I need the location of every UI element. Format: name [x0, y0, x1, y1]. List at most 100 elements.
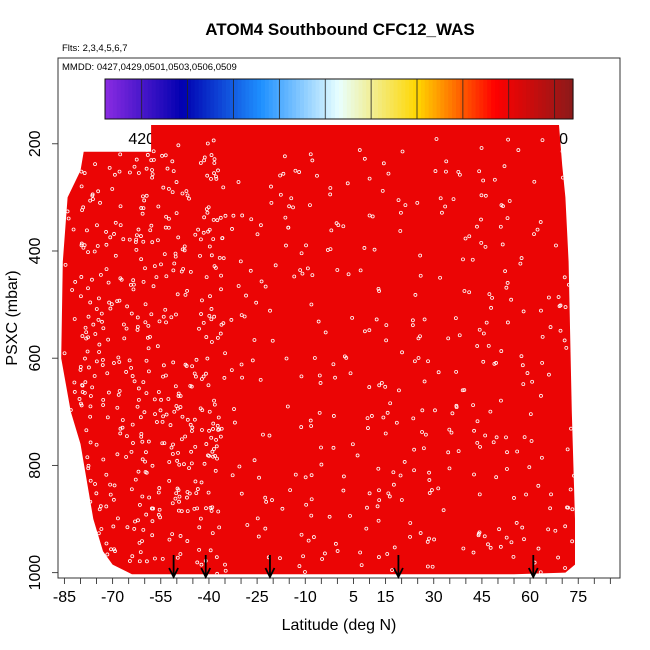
sample-point	[315, 173, 319, 178]
sample-point	[134, 233, 139, 238]
sample-point	[101, 403, 105, 407]
sample-point	[490, 295, 494, 300]
sample-point	[195, 487, 200, 491]
sample-point	[520, 363, 525, 368]
sample-point	[231, 213, 236, 218]
sample-point	[504, 285, 509, 290]
sample-point	[423, 432, 428, 437]
sample-point	[210, 531, 215, 536]
sample-point	[215, 423, 220, 428]
sample-point	[540, 360, 545, 365]
sample-point	[309, 497, 314, 502]
sample-point	[112, 361, 116, 365]
colorbar-swatch	[183, 79, 188, 119]
sample-point	[143, 320, 148, 325]
sample-point	[90, 277, 94, 282]
sample-point	[462, 289, 467, 293]
colorbar-swatch	[456, 79, 461, 119]
colorbar-swatch	[448, 79, 453, 119]
sample-point	[88, 478, 93, 483]
sample-point	[269, 200, 274, 205]
colorbar-swatch	[296, 79, 301, 119]
sample-point	[139, 257, 144, 262]
colorbar-swatch	[280, 79, 285, 119]
sample-point	[297, 170, 302, 174]
sample-point	[141, 239, 146, 244]
sample-point	[433, 408, 437, 413]
sample-point	[162, 252, 167, 257]
sample-point	[491, 440, 496, 445]
sample-point	[504, 435, 508, 440]
field-background	[61, 125, 575, 575]
sample-point	[519, 354, 524, 359]
sample-point	[150, 519, 155, 524]
sample-point	[300, 271, 305, 276]
sample-point	[83, 380, 88, 385]
sample-point	[160, 556, 165, 561]
sample-point	[505, 281, 510, 285]
sample-point	[348, 371, 353, 376]
sample-point	[284, 243, 288, 248]
sample-point	[457, 333, 462, 338]
sample-point	[84, 428, 89, 433]
colorbar-swatch	[510, 79, 516, 119]
sample-point	[327, 514, 332, 519]
sample-point	[177, 462, 182, 467]
sample-point	[209, 176, 213, 181]
sample-point	[323, 330, 328, 335]
sample-point	[88, 394, 93, 398]
sample-point	[217, 525, 222, 530]
sample-point	[136, 386, 141, 391]
sample-point	[539, 308, 543, 313]
sample-point	[144, 512, 149, 517]
sample-point	[399, 498, 404, 502]
sample-point	[72, 317, 77, 321]
sample-point	[175, 292, 180, 297]
sample-point	[77, 397, 82, 401]
sample-point	[73, 280, 78, 284]
sample-point	[268, 308, 272, 313]
x-tick-label: 60	[521, 589, 539, 606]
sample-point	[214, 437, 218, 442]
sample-point	[305, 266, 310, 271]
colorbar-swatch	[261, 79, 266, 119]
sample-point	[502, 164, 507, 169]
colorbar-swatch	[253, 79, 258, 119]
sample-point	[108, 492, 113, 497]
colorbar-swatch	[514, 79, 519, 119]
sample-point	[108, 482, 113, 487]
sample-point	[418, 253, 423, 258]
sample-point	[283, 215, 288, 220]
flight-arrow	[393, 555, 404, 580]
sample-point	[164, 412, 169, 417]
sample-point	[392, 545, 397, 550]
colorbar-swatch	[381, 79, 387, 119]
colorbar-swatch	[537, 79, 543, 119]
sample-point	[192, 506, 197, 511]
sample-point	[284, 356, 289, 361]
sample-point	[364, 526, 369, 531]
sample-point	[223, 568, 228, 573]
y-tick-label: 1000	[27, 555, 44, 591]
sample-point	[159, 262, 163, 267]
sample-point	[328, 192, 333, 197]
sample-point	[444, 169, 448, 174]
colorbar-swatch	[202, 79, 207, 119]
colorbar-swatch	[534, 79, 539, 119]
sample-point	[341, 224, 346, 229]
sample-point	[357, 148, 362, 152]
sample-point	[100, 363, 105, 367]
sample-point	[91, 197, 95, 201]
sample-point	[440, 210, 444, 215]
colorbar-swatch	[339, 79, 344, 119]
sample-point	[308, 152, 313, 157]
sample-point	[91, 322, 96, 327]
sample-point	[197, 326, 201, 331]
sample-point	[546, 295, 551, 300]
colorbar-swatch	[346, 79, 352, 119]
sample-point	[182, 462, 186, 467]
sample-point	[209, 317, 214, 322]
sample-point	[257, 475, 261, 480]
sample-point	[124, 455, 129, 459]
sample-point	[207, 244, 212, 249]
